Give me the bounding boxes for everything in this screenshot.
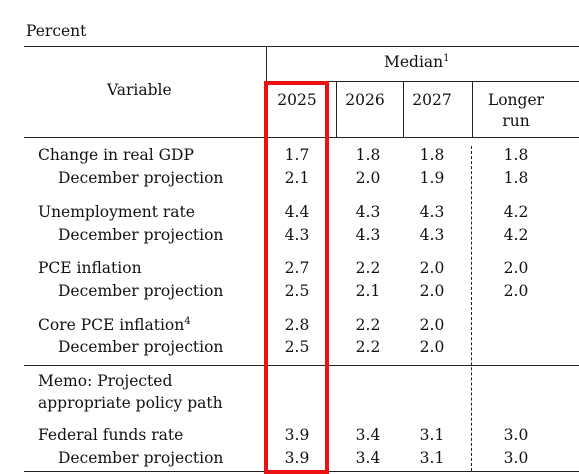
memo-line2: appropriate policy path xyxy=(38,394,223,412)
row-label: PCE inflation xyxy=(38,259,142,277)
cell-value: 1.8 xyxy=(503,169,529,187)
col-divider-2026 xyxy=(403,81,404,137)
col-divider-2027 xyxy=(472,81,473,137)
row-footnote: 4 xyxy=(184,316,191,327)
top-rule xyxy=(24,46,579,47)
highlight-2025-column xyxy=(264,81,329,474)
cell-value: 2.8 xyxy=(284,316,310,334)
unit-label: Percent xyxy=(26,22,87,40)
cell-value: 2.0 xyxy=(503,259,529,277)
cell-value: 2.5 xyxy=(284,282,310,300)
cell-value: 2.0 xyxy=(419,316,445,334)
cell-value: 2.2 xyxy=(355,316,381,334)
cell-value: 2.0 xyxy=(419,282,445,300)
cell-value: 2.2 xyxy=(355,259,381,277)
cell-value: 2.7 xyxy=(284,259,310,277)
row-label: December projection xyxy=(58,282,224,300)
year-2026-header: 2026 xyxy=(345,91,385,109)
cell-value: 1.7 xyxy=(284,146,310,164)
cell-value: 1.9 xyxy=(419,169,445,187)
cell-value: 3.0 xyxy=(503,426,529,444)
cell-value: 3.1 xyxy=(419,449,445,467)
cell-value: 4.3 xyxy=(355,226,381,244)
cell-value: 2.0 xyxy=(355,169,381,187)
longer-run-dashed-divider xyxy=(471,146,472,471)
row-label: December projection xyxy=(58,169,224,187)
cell-value: 3.4 xyxy=(355,449,381,467)
median-rule xyxy=(266,81,579,82)
longer-run-header-line1: Longer xyxy=(487,91,545,109)
row-label: Unemployment rate xyxy=(38,203,195,221)
cell-value: 2.0 xyxy=(419,338,445,356)
cell-value: 4.3 xyxy=(284,226,310,244)
variable-header: Variable xyxy=(107,81,172,99)
cell-value: 3.9 xyxy=(284,449,310,467)
cell-value: 2.5 xyxy=(284,338,310,356)
header-bottom-rule xyxy=(24,137,579,138)
memo-rule xyxy=(24,365,579,366)
cell-value: 4.4 xyxy=(284,203,310,221)
year-2025-header: 2025 xyxy=(277,91,317,109)
row-label: Core PCE inflation4 xyxy=(38,316,191,334)
cell-value: 1.8 xyxy=(503,146,529,164)
row-label: December projection xyxy=(58,226,224,244)
cell-value: 2.2 xyxy=(355,338,381,356)
cell-value: 2.1 xyxy=(355,282,381,300)
cell-value: 2.1 xyxy=(284,169,310,187)
cell-value: 1.8 xyxy=(419,146,445,164)
cell-value: 4.2 xyxy=(503,226,529,244)
year-2027-header: 2027 xyxy=(412,91,452,109)
row-label: December projection xyxy=(58,338,224,356)
cell-value: 3.9 xyxy=(284,426,310,444)
cell-value: 4.3 xyxy=(355,203,381,221)
cell-value: 4.2 xyxy=(503,203,529,221)
cell-value: 3.4 xyxy=(355,426,381,444)
cell-value: 1.8 xyxy=(355,146,381,164)
median-footnote: 1 xyxy=(443,53,450,64)
row-label: Federal funds rate xyxy=(38,426,184,444)
col-divider-2025 xyxy=(336,81,337,137)
cell-value: 2.0 xyxy=(503,282,529,300)
cell-value: 2.0 xyxy=(419,259,445,277)
cell-value: 3.1 xyxy=(419,426,445,444)
median-header: Median1 xyxy=(384,53,450,71)
memo-line1: Memo: Projected xyxy=(38,372,173,390)
row-label: Change in real GDP xyxy=(38,146,194,164)
row-label: December projection xyxy=(58,449,224,467)
cell-value: 3.0 xyxy=(503,449,529,467)
cell-value: 4.3 xyxy=(419,226,445,244)
cell-value: 4.3 xyxy=(419,203,445,221)
longer-run-header-line2: run xyxy=(502,112,530,130)
